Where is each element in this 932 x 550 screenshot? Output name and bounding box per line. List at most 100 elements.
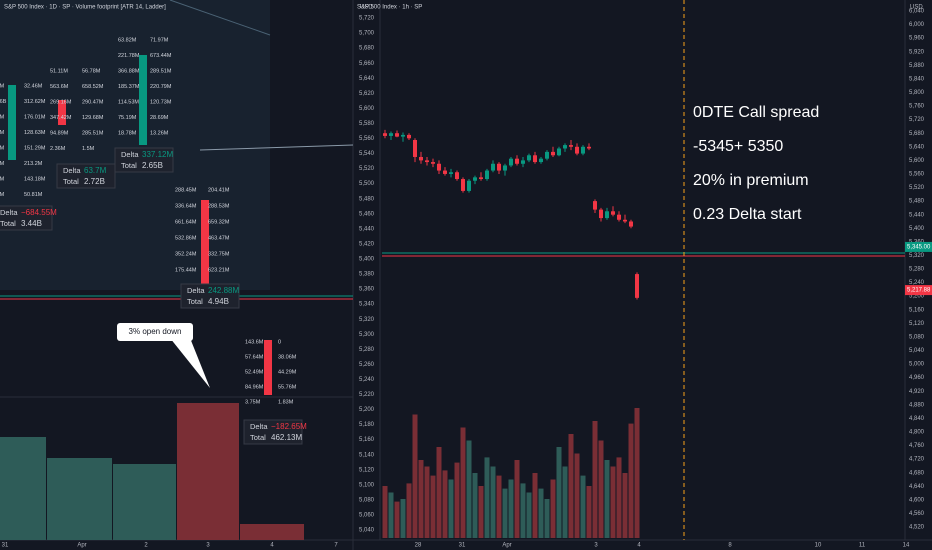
y-tick-label: 5,960 [909, 36, 925, 42]
delta-value: 242.88M [208, 286, 239, 295]
candle-body [473, 177, 477, 181]
x-tick-label: 3 [594, 543, 598, 549]
candle-body [569, 145, 573, 147]
volume-bar [406, 483, 412, 538]
ladder-bid: 563.6M [50, 84, 69, 90]
y-tick-label: 5,140 [359, 452, 375, 458]
volume-bar [508, 479, 514, 538]
y-tick-label: 5,000 [909, 362, 925, 368]
volume-bar [490, 466, 496, 538]
footprint-body [139, 55, 147, 145]
y-tick-label: 5,320 [359, 317, 375, 323]
volume-bar [113, 464, 176, 540]
y-tick-label: 5,520 [359, 166, 375, 172]
y-tick-label: 5,100 [359, 482, 375, 488]
y-tick-label: 5,620 [359, 91, 375, 97]
x-tick-label: 4 [270, 543, 274, 549]
right-title: S&P 500 Index · 1h · SP [357, 5, 422, 11]
delta-label: Delta [187, 286, 205, 295]
candle-body [407, 134, 411, 139]
candle-body [527, 155, 531, 161]
y-tick-label: 4,680 [909, 470, 925, 476]
volume-bar [568, 434, 574, 538]
candle-body [557, 148, 561, 156]
candle-body [395, 133, 399, 137]
volume-bar [47, 458, 112, 540]
ladder-bid: 366.88M [118, 68, 140, 74]
price-tag [905, 241, 932, 252]
x-tick-label: Apr [77, 543, 86, 549]
ladder-ask: 71.97M [150, 37, 169, 43]
y-tick-label: 5,460 [359, 211, 375, 217]
delta-box [243, 419, 303, 445]
volume-bar [394, 501, 400, 538]
candle-body [437, 163, 441, 171]
volume-bar [240, 524, 304, 540]
y-tick-label: 5,540 [359, 151, 375, 157]
candle-body [593, 201, 597, 210]
candle-body [467, 180, 471, 191]
y-tick-label: 5,560 [909, 172, 925, 178]
y-tick-label: 5,760 [909, 104, 925, 110]
ladder-ask: 56.78M [82, 68, 101, 74]
volume-bar [478, 486, 484, 538]
footprint-body [264, 340, 272, 395]
footprint-body [8, 85, 16, 160]
y-tick-label: 5,520 [909, 185, 925, 191]
candle-body [623, 219, 627, 222]
y-tick-label: 5,360 [359, 287, 375, 293]
y-tick-label: 5,200 [359, 407, 375, 413]
y-tick-label: 4,960 [909, 375, 925, 381]
y-tick-label: 5,340 [359, 302, 375, 308]
y-tick-label: 4,920 [909, 389, 925, 395]
ladder-ask: 673.44M [150, 53, 172, 59]
ladder-bid: 114.53M [118, 99, 139, 105]
y-tick-label: 5,480 [909, 199, 925, 205]
ladder-ask: 120.73M [150, 99, 172, 105]
volume-bar [454, 462, 460, 538]
candle-body [617, 214, 621, 220]
candle-body [539, 158, 543, 163]
delta-box [114, 147, 174, 173]
ladder-ask: 44.29M [278, 369, 297, 375]
y-tick-label: 5,080 [359, 497, 375, 503]
y-tick-label: 5,120 [359, 467, 375, 473]
x-tick-label: 3 [206, 543, 210, 549]
y-tick-label: 5,060 [359, 513, 375, 519]
ladder-bid: 2.36M [50, 146, 66, 152]
ladder-bid: 63.82M [118, 37, 137, 43]
ladder-ask: 463.47M [208, 235, 230, 241]
ladder-ask: 288.53M [208, 203, 230, 209]
y-tick-label: 5,800 [909, 90, 925, 96]
ladder-bid: .88M [0, 161, 5, 167]
ladder-ask: 659.32M [208, 219, 230, 225]
note: 0.23 Delta start [693, 206, 802, 223]
ladder-bid: 352.24M [175, 251, 197, 257]
y-tick-label: 4,800 [909, 430, 925, 436]
ladder-bid: .79M [0, 130, 5, 136]
y-tick-label: 5,040 [359, 528, 375, 534]
x-tick-label: Apr [502, 543, 511, 549]
shaded-zone [0, 0, 270, 290]
y-tick-label: 5,880 [909, 63, 925, 69]
y-tick-label: 4,600 [909, 497, 925, 503]
ladder-ask: 128.63M [24, 130, 46, 136]
y-tick-label: 5,600 [359, 106, 375, 112]
y-tick-label: 5,240 [359, 377, 375, 383]
y-tick-label: 5,300 [359, 332, 375, 338]
candle-body [575, 146, 579, 154]
volume-bar [430, 475, 436, 538]
ladder-bid: 185.37M [118, 84, 140, 90]
ladder-bid: 84.96M [245, 384, 264, 390]
axis-unit: USD [360, 5, 373, 11]
volume-bar [634, 408, 640, 538]
footprint-body [58, 100, 66, 125]
axis-unit: USD [910, 5, 923, 11]
price-tag-label: 5,345.00 [907, 245, 931, 251]
y-tick-label: 4,520 [909, 525, 925, 531]
y-tick-label: 5,380 [359, 272, 375, 278]
delta-label: Delta [121, 150, 139, 159]
candle-body [551, 151, 555, 156]
